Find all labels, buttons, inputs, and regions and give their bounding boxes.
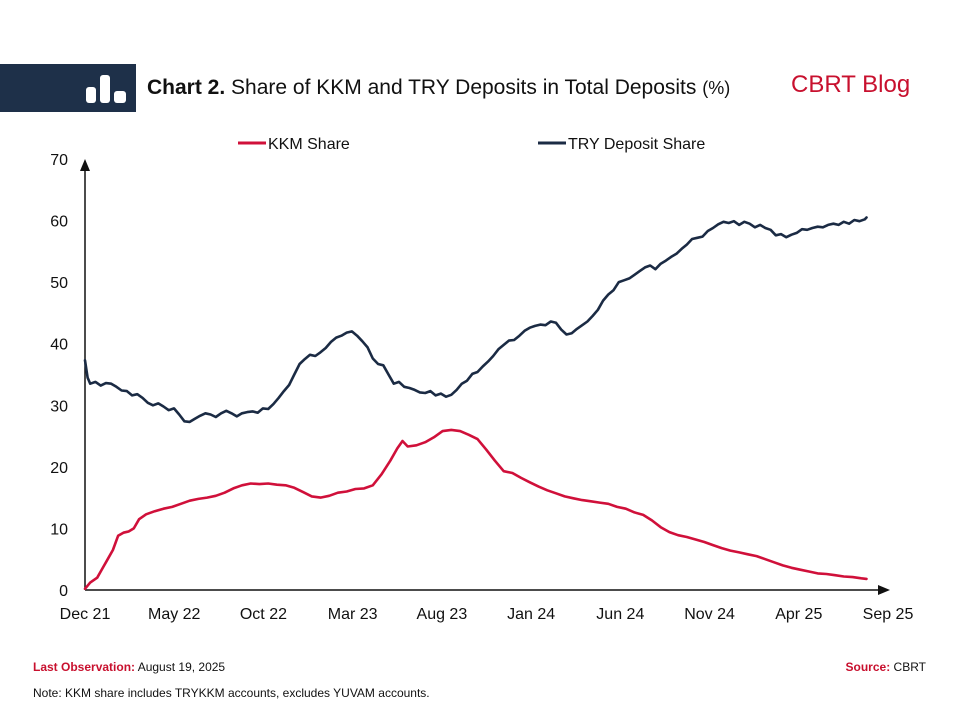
y-tick-label: 30 xyxy=(50,398,68,415)
x-tick-label: Oct 22 xyxy=(240,606,287,623)
y-tick-label: 0 xyxy=(59,583,68,600)
chart-title-prefix: Chart 2. xyxy=(147,76,226,99)
kkm-share-line xyxy=(83,428,868,591)
legend: KKM Share TRY Deposit Share xyxy=(238,136,705,153)
chart-title-unit: (%) xyxy=(702,78,731,98)
x-tick-label: Aug 23 xyxy=(417,606,468,623)
source-value: CBRT xyxy=(893,660,926,674)
x-tick-label: Jun 24 xyxy=(596,606,644,623)
x-axis-arrow xyxy=(878,585,890,595)
header-band xyxy=(0,64,136,112)
last-observation: Last Observation: August 19, 2025 xyxy=(33,660,225,674)
x-tick-label: Apr 25 xyxy=(775,606,822,623)
footnote: Note: KKM share includes TRYKKM accounts… xyxy=(33,686,430,700)
y-axis-arrow xyxy=(80,159,90,171)
x-tick-label: Nov 24 xyxy=(684,606,735,623)
y-tick-label: 60 xyxy=(50,214,68,231)
y-tick-label: 10 xyxy=(50,521,68,538)
x-tick-label: May 22 xyxy=(148,606,201,623)
try-deposit-share-line xyxy=(83,216,868,424)
x-tick-label: Mar 23 xyxy=(328,606,378,623)
series xyxy=(83,216,868,591)
x-tick-label: Jan 24 xyxy=(507,606,555,623)
last-observation-label: Last Observation: xyxy=(33,660,136,674)
source: Source: CBRT xyxy=(846,660,926,674)
x-tick-label: Dec 21 xyxy=(60,606,111,623)
legend-label: TRY Deposit Share xyxy=(568,136,705,153)
axes: 0 10 20 30 40 50 60 70 Dec 21 May 22 Oct 22 Mar 23 A… xyxy=(50,152,913,623)
last-observation-value: August 19, 2025 xyxy=(137,660,226,674)
x-tick-label: Sep 25 xyxy=(863,606,914,623)
y-tick-label: 40 xyxy=(50,337,68,354)
y-tick-label: 50 xyxy=(50,275,68,292)
legend-label: KKM Share xyxy=(268,136,350,153)
source-label: Source: xyxy=(845,660,891,674)
y-tick-label: 70 xyxy=(50,152,68,169)
chart-title-text: Share of KKM and TRY Deposits in Total D… xyxy=(231,76,697,99)
bar-chart-icon xyxy=(86,75,126,103)
chart-title: Chart 2. Share of KKM and TRY Deposits i… xyxy=(147,76,730,100)
y-tick-label: 20 xyxy=(50,460,68,477)
brand-label: CBRT Blog xyxy=(791,71,911,98)
